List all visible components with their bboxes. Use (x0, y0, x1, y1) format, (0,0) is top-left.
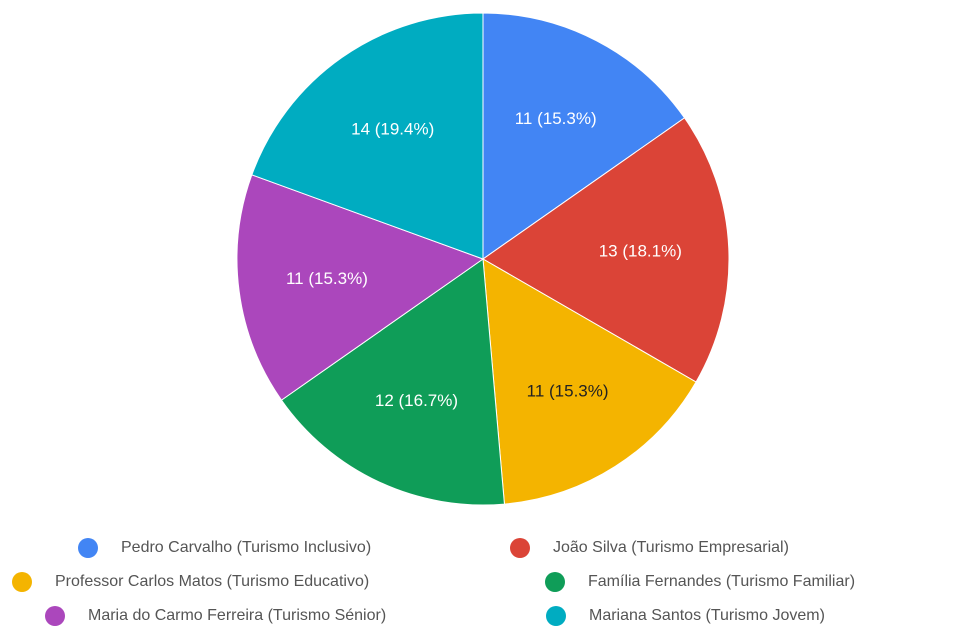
legend-label: Família Fernandes (Turismo Familiar) (588, 573, 855, 590)
legend-marker (12, 572, 32, 592)
legend-marker (78, 538, 98, 558)
pie-slice (251, 12, 484, 260)
slice-label: 11 (15.3%) (515, 109, 597, 128)
pie-slice (482, 117, 730, 383)
legend-marker (545, 572, 565, 592)
slice-label: 11 (15.3%) (286, 269, 368, 288)
slice-label: 11 (15.3%) (527, 381, 609, 400)
legend-marker (546, 606, 566, 626)
pie-slice (280, 258, 505, 506)
legend-marker (45, 606, 65, 626)
legend-label: João Silva (Turismo Empresarial) (553, 539, 789, 556)
legend-label: Maria do Carmo Ferreira (Turismo Sénior) (88, 607, 386, 624)
slice-label: 14 (19.4%) (351, 120, 434, 139)
legend-label: Mariana Santos (Turismo Jovem) (589, 607, 825, 624)
legend-marker (510, 538, 530, 558)
slice-label: 13 (18.1%) (599, 242, 682, 261)
pie-slice (236, 174, 485, 401)
pie-slice (482, 12, 686, 260)
legend-label: Pedro Carvalho (Turismo Inclusivo) (121, 539, 371, 556)
legend-label: Professor Carlos Matos (Turismo Educativ… (55, 573, 369, 590)
slice-label: 12 (16.7%) (375, 391, 458, 410)
pie-slice (482, 258, 697, 505)
